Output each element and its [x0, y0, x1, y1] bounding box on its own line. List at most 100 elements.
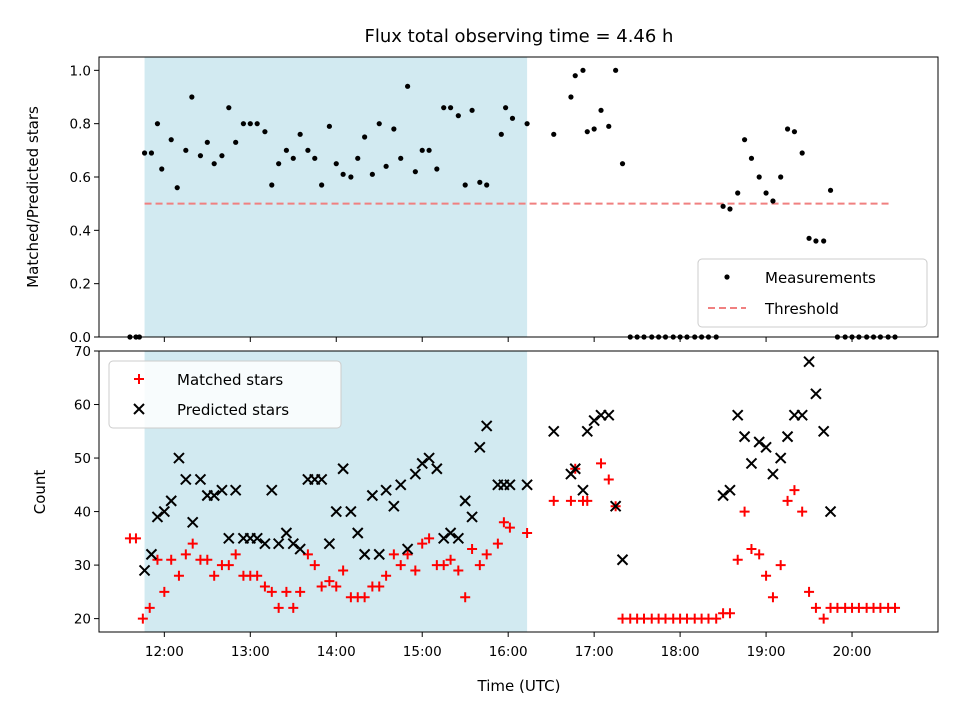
- predicted-star-point: [416, 457, 428, 470]
- predicted-star-point: [401, 543, 414, 555]
- measurement-point: [141, 150, 148, 156]
- measurement-point: [580, 67, 586, 73]
- matched-star-point: [402, 549, 413, 560]
- matched-star-point: [804, 586, 815, 597]
- matched-star-point: [498, 517, 509, 528]
- measurement-point: [447, 105, 454, 111]
- predicted-star-point: [294, 543, 306, 555]
- x-tick-label: 19:00: [747, 644, 786, 660]
- matched-star-point: [522, 527, 533, 538]
- measurement-point: [441, 105, 447, 111]
- predicted-star-point: [186, 516, 199, 528]
- predicted-star-point: [366, 489, 379, 502]
- measurement-point: [770, 198, 776, 204]
- predicted-star-point: [444, 527, 457, 539]
- top-panel: 0.0 0.2 0.4 0.6 0.8 1.0 Matched/Predicted sta…: [24, 56, 939, 346]
- matched-star-point: [266, 586, 277, 597]
- predicted-star-point: [466, 511, 478, 523]
- y-tick-label: 1.0: [70, 63, 91, 79]
- measurement-point: [168, 137, 174, 143]
- predicted-star-point: [138, 564, 151, 577]
- matched-star-point: [202, 554, 213, 565]
- measurement-point: [419, 147, 425, 153]
- legend-predicted-label: Predicted stars: [177, 401, 289, 419]
- matched-star-point: [331, 581, 342, 592]
- x-axis-label: Time (UTC): [477, 677, 561, 695]
- measurement-point: [584, 129, 590, 135]
- predicted-star-point: [774, 452, 787, 464]
- measurement-point: [340, 171, 346, 177]
- matched-star-point: [460, 592, 471, 603]
- predicted-star-point: [194, 473, 207, 486]
- matched-star-point: [417, 538, 428, 549]
- predicted-star-point: [395, 479, 407, 491]
- matched-star-point: [309, 560, 320, 571]
- matched-star-point: [767, 592, 778, 603]
- measurement-point: [219, 153, 225, 159]
- top-legend: Measurements Threshold: [697, 258, 928, 328]
- predicted-star-point: [380, 484, 392, 496]
- measurement-point: [326, 123, 332, 129]
- measurement-point: [591, 126, 597, 132]
- observing-span-shade-top: [144, 57, 528, 337]
- matched-star-point: [144, 602, 155, 613]
- measurement-point: [312, 155, 318, 161]
- matched-star-point: [754, 549, 765, 560]
- top-y-axis-label: Matched/Predicted stars: [24, 106, 42, 288]
- predicted-star-point: [315, 473, 328, 486]
- predicted-star-point: [223, 532, 235, 545]
- top-y-ticks: 0.0 0.2 0.4 0.6 0.8 1.0: [70, 63, 99, 346]
- x-tick-label: 16:00: [489, 644, 528, 660]
- measurement-point: [821, 238, 827, 244]
- y-tick-label: 0.2: [70, 277, 91, 293]
- measurement-point: [509, 115, 516, 121]
- predicted-star-point: [158, 505, 171, 518]
- matched-star-point: [453, 565, 464, 576]
- measurement-point: [778, 174, 784, 180]
- x-tick-label: 20:00: [833, 644, 872, 660]
- predicted-star-point: [216, 484, 228, 496]
- predicted-star-point: [731, 409, 744, 421]
- predicted-star-point: [581, 425, 593, 437]
- predicted-star-point: [474, 441, 486, 454]
- y-tick-label: 0.6: [70, 170, 91, 186]
- x-tick-label: 18:00: [661, 644, 700, 660]
- measurement-point: [806, 235, 812, 241]
- predicted-star-point: [373, 548, 385, 561]
- predicted-star-point: [431, 463, 443, 475]
- matched-star-point: [137, 613, 148, 624]
- measurement-point: [254, 121, 260, 127]
- matched-star-point: [273, 602, 284, 613]
- y-tick-label: 0.8: [70, 117, 91, 133]
- measurement-point: [240, 121, 247, 127]
- measurement-point: [262, 129, 268, 135]
- matched-star-point: [582, 495, 593, 506]
- matched-star-point: [395, 560, 406, 571]
- matched-star-point: [775, 560, 786, 571]
- measurement-point: [720, 203, 726, 209]
- y-tick-label: 30: [74, 558, 91, 574]
- y-tick-label: 70: [74, 344, 91, 360]
- matched-star-point: [259, 581, 270, 592]
- matched-star-point: [388, 549, 399, 560]
- measurement-point: [305, 147, 311, 153]
- chart-title: Flux total observing time = 4.46 h: [365, 26, 674, 47]
- matched-star-point: [565, 495, 576, 506]
- legend-box: [108, 360, 342, 429]
- matched-star-point: [810, 602, 821, 613]
- measurement-point: [568, 94, 574, 100]
- predicted-star-point: [753, 436, 765, 448]
- matched-star-point: [438, 560, 449, 571]
- measurement-point: [613, 67, 619, 73]
- predicted-star-point: [452, 532, 465, 545]
- measurement-point: [813, 238, 819, 244]
- matched-star-point: [180, 549, 191, 560]
- bottom-legend: Matched stars Predicted stars: [108, 360, 342, 429]
- predicted-star-point: [724, 484, 736, 496]
- matched-star-point: [281, 586, 292, 597]
- y-tick-label: 50: [74, 451, 91, 467]
- matched-star-point: [410, 565, 421, 576]
- predicted-star-point: [438, 532, 450, 545]
- legend-measurements-label: Measurements: [765, 269, 876, 287]
- measurement-point: [434, 166, 440, 172]
